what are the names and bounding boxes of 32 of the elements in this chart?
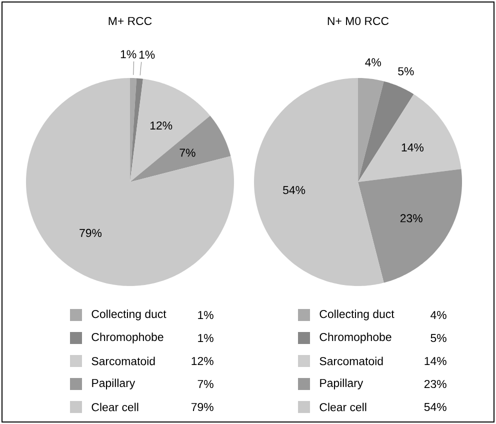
legend-label: Chromophobe bbox=[320, 332, 392, 344]
data-label: 23% bbox=[400, 214, 422, 222]
legend-label: Chromophobe bbox=[92, 332, 164, 344]
data-label: 54% bbox=[283, 186, 306, 194]
text: 1% bbox=[198, 310, 214, 320]
data-label: 14% bbox=[402, 143, 424, 152]
text: 4% bbox=[430, 310, 446, 320]
data-label: 5% bbox=[398, 67, 414, 76]
text: 1% bbox=[198, 334, 214, 342]
legend-label: Clear cell bbox=[320, 402, 366, 412]
data-label: 79% bbox=[80, 228, 102, 238]
text: 14% bbox=[424, 356, 446, 366]
text: 23% bbox=[424, 380, 446, 388]
legend-label: Collecting duct bbox=[92, 310, 166, 320]
legend-label: Papillary bbox=[320, 378, 364, 390]
data-label: 1% bbox=[120, 50, 136, 58]
text: 54% bbox=[424, 402, 446, 412]
legend-label: Collecting duct bbox=[320, 310, 394, 320]
data-label: 1% bbox=[139, 50, 155, 59]
legend-label: Sarcomatoid bbox=[92, 356, 155, 366]
text: 5% bbox=[430, 334, 446, 342]
legend-label: Papillary bbox=[92, 378, 136, 390]
legend-label: Sarcomatoid bbox=[320, 356, 383, 366]
data-label: 7% bbox=[180, 148, 196, 157]
text: 79% bbox=[191, 402, 214, 412]
data-label: 4% bbox=[365, 58, 381, 66]
text: 7% bbox=[198, 380, 214, 388]
legend-label: Clear cell bbox=[92, 402, 138, 412]
chart-title: M+ RCC bbox=[108, 16, 152, 26]
data-label: 12% bbox=[150, 121, 172, 130]
chart-title: N+ M0 RCC bbox=[328, 16, 389, 26]
text: 12% bbox=[192, 356, 214, 366]
